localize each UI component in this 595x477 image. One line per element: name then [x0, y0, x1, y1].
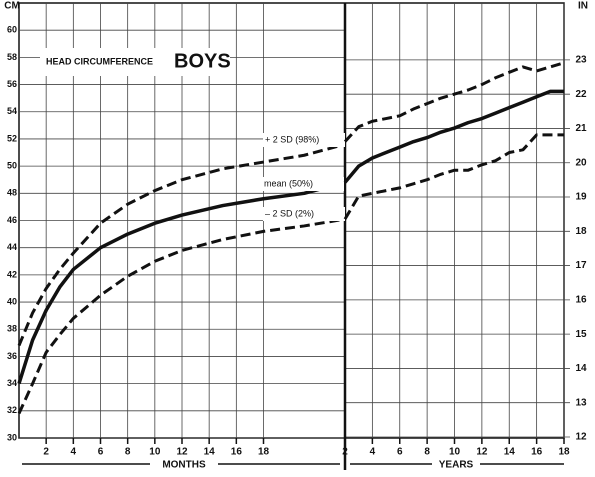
y-tick-label: 58 — [7, 52, 17, 62]
y2-tick-label: 17 — [575, 260, 587, 271]
y2-tick-label: 13 — [575, 397, 587, 408]
series-line — [17, 217, 346, 415]
y-tick-label: 32 — [7, 405, 17, 415]
chart-subtitle: BOYS — [174, 50, 231, 72]
y2-tick-label: 14 — [575, 363, 587, 374]
x-tick-label: 4 — [71, 447, 77, 458]
y2-tick-label: 23 — [575, 55, 587, 66]
series-label: – 2 SD (2%) — [265, 208, 314, 218]
y-tick-label: 60 — [7, 25, 17, 35]
y-tick-label: 40 — [7, 296, 17, 306]
label-bg — [263, 207, 345, 221]
y-axis-label: CM — [4, 1, 20, 12]
x-tick-label: 2 — [43, 447, 49, 458]
x-tick-label: 14 — [204, 447, 216, 458]
y2-tick-label: 18 — [575, 226, 587, 237]
series-label: + 2 SD (98%) — [265, 134, 319, 144]
x-tick-label: 8 — [125, 447, 131, 458]
label-bg — [150, 458, 218, 470]
series-label: mean (50%) — [264, 178, 313, 188]
x-tick-label: 18 — [558, 447, 570, 458]
y2-axis-label: IN — [578, 1, 588, 12]
y-tick-label: 34 — [7, 378, 17, 388]
y2-tick-label: 19 — [575, 192, 587, 203]
y2-tick-label: 20 — [575, 157, 587, 168]
x-axis-label: MONTHS — [162, 460, 206, 471]
y2-tick-label: 12 — [575, 432, 587, 443]
x-tick-label: 6 — [397, 447, 403, 458]
x-tick-label: 12 — [476, 447, 488, 458]
y-tick-label: 50 — [7, 161, 17, 171]
y2-tick-label: 16 — [575, 294, 587, 305]
y-tick-label: 56 — [7, 79, 17, 89]
x-tick-label: 4 — [370, 447, 376, 458]
title-bg — [40, 48, 230, 76]
chart-title: HEAD CIRCUMFERENCE — [46, 56, 153, 66]
y-tick-label: 46 — [7, 215, 17, 225]
series-line — [343, 89, 564, 184]
x-tick-label: 14 — [504, 447, 516, 458]
y-tick-label: 54 — [7, 106, 17, 116]
y2-tick-label: 22 — [575, 89, 587, 100]
y-tick-label: 44 — [7, 242, 17, 252]
x-tick-label: 8 — [424, 447, 430, 458]
x-tick-label: 16 — [531, 447, 543, 458]
x-tick-label: 2 — [342, 447, 348, 458]
label-bg — [263, 133, 345, 147]
y-tick-label: 42 — [7, 269, 17, 279]
y-tick-label: 48 — [7, 188, 17, 198]
y2-tick-label: 21 — [575, 123, 587, 134]
y-tick-label: 52 — [7, 133, 17, 143]
x-tick-label: 6 — [98, 447, 104, 458]
series-line — [17, 142, 346, 347]
x-tick-label: 10 — [149, 447, 161, 458]
y-tick-label: 30 — [7, 432, 17, 442]
x-tick-label: 10 — [449, 447, 461, 458]
series-line — [343, 133, 564, 220]
x-axis-label: YEARS — [439, 460, 474, 471]
x-tick-label: 12 — [176, 447, 188, 458]
series-group: + 2 SD (98%) mean (50%) – 2 SD (2%) — [17, 61, 565, 415]
x-tick-label: 18 — [258, 447, 270, 458]
y-tick-label: 36 — [7, 351, 17, 361]
series-line — [17, 180, 346, 385]
series-line — [343, 61, 565, 143]
y-tick-label: 38 — [7, 324, 17, 334]
y2-tick-label: 15 — [575, 329, 587, 340]
label-bg — [262, 177, 344, 191]
x-tick-label: 16 — [231, 447, 243, 458]
